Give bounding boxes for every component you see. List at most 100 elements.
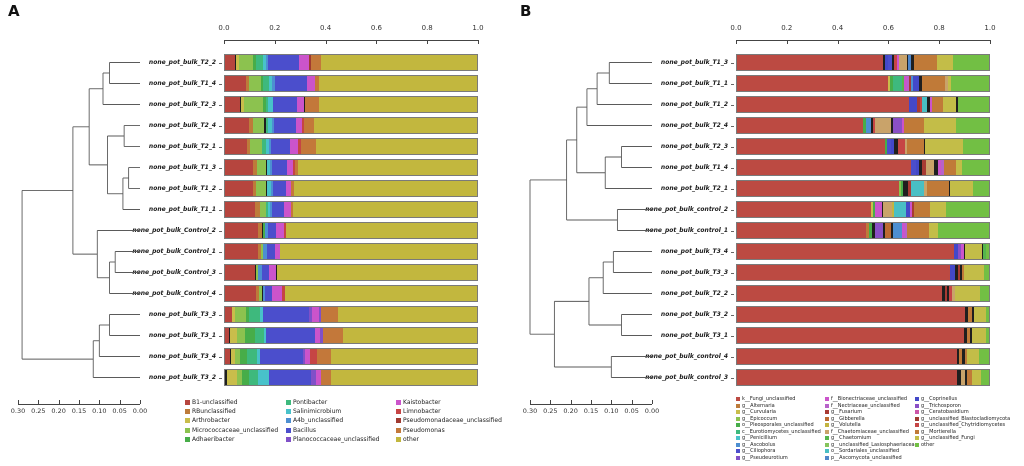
bar-segment-Bacillus (262, 307, 310, 322)
bar-segment-Pontibacter (262, 76, 270, 91)
stacked-bar (736, 222, 990, 239)
tree-axis-tick (18, 400, 19, 404)
legend-item: o__Pleosporales_unclassified (736, 422, 814, 429)
bar-segment-Micrococcaceae_unclassified (237, 328, 245, 343)
bar-segment-Bacillus (271, 202, 284, 217)
stacked-bar (736, 75, 990, 92)
bar-segment-g__Coprinellus (954, 244, 958, 259)
legend-item: g__unclassified_Chytridiomycetes (915, 422, 1005, 429)
stacked-bar (736, 243, 990, 260)
tree-axis-tick (99, 400, 101, 404)
legend-label: other (921, 441, 935, 448)
bar-segment-Salinimicrobium (268, 202, 271, 217)
bar-segment-Pseudomonas (320, 370, 332, 385)
bar-segment-other (294, 181, 477, 196)
bar-segment-Salinimicrobium (257, 370, 270, 385)
bar-segment-Pseudomonas (322, 328, 343, 343)
bar-segment-B1-unclassified (225, 97, 240, 112)
top-axis-tick (837, 40, 839, 44)
legend-swatch (825, 410, 829, 414)
top-axis-tick-label: 0.8 (933, 24, 945, 32)
bar-segment-g__Ciliophora (888, 55, 893, 70)
tree-axis-tick (611, 400, 613, 404)
legend-item: g__unclassified_Blastocladiomycota (915, 416, 1010, 423)
bar-segment-Pseudomonas (290, 202, 294, 217)
bar-segment-c__Eurotiomycetes_unclassified (893, 76, 902, 91)
legend-label: f__Chaetomiaceae_unclassified (831, 428, 909, 435)
bar-segment-Kaistobacter (289, 139, 299, 154)
bar-segment-g__unclassified_Fungi (955, 160, 962, 175)
row-tick (219, 62, 222, 64)
bar-segment-minor (923, 139, 926, 154)
bar-segment-minor (881, 202, 884, 217)
tree-axis-tick-label: 0.20 (51, 407, 66, 415)
legend-label: f__Nectriaceae_unclassified (831, 402, 900, 409)
legend-swatch (915, 397, 919, 401)
bar-segment-B1-unclassified (225, 307, 233, 322)
bar-segment-Limnobacter (309, 349, 318, 364)
bar-segment-Bacillus (269, 370, 311, 385)
bar-segment-minor (276, 265, 278, 280)
tree-axis-tick (58, 400, 60, 404)
bar-segment-g__Mortierella (903, 118, 925, 133)
legend-swatch (286, 436, 291, 442)
legend-item: g__Fusarium (825, 409, 862, 416)
bar-segment-other (986, 307, 989, 322)
legend-item: g__unclassified_Lasiosphaeriaceae (825, 442, 918, 449)
bar-segment-other (293, 202, 477, 217)
bar-segment-minor (919, 76, 922, 91)
tree-axis-tick (591, 400, 592, 404)
row-tick (219, 293, 222, 295)
bar-segment-minor (947, 286, 950, 301)
bar-segment-g__Coprinellus (906, 202, 910, 217)
bar-segment-k__Fungi_unclassified (737, 223, 866, 238)
legend-item: other (915, 442, 934, 449)
sample-label: none_pot_bulk_T2_2 (148, 58, 216, 66)
bar-segment-g__Chaetomium (983, 244, 986, 259)
stacked-bar (736, 285, 990, 302)
bar-segment-g__unclassified_Chytridiomycetes (897, 139, 905, 154)
bar-segment-Kaistobacter (287, 160, 293, 175)
bar-segment-Pseudomonas (301, 139, 317, 154)
bar-segment-k__Fungi_unclassified (737, 97, 910, 112)
legend-swatch (185, 418, 190, 424)
bar-segment-Micrococcaceae_unclassified (250, 139, 263, 154)
top-axis-tick-label: 0.8 (421, 24, 433, 32)
legend-label: Planococcaceae_unclassified (293, 435, 380, 443)
legend-label: Limnobacter (403, 408, 441, 416)
panel-a: A 0.0 0.2 0.4 0.6 0.8 1.0 none_pot_bulk_T2_2 no… (8, 2, 502, 443)
bar-segment-Salinimicrobium (267, 160, 271, 175)
legend-label: g__Epicoccum (742, 415, 778, 422)
row-tick (219, 377, 222, 379)
bar-segment-A4b_unclassified (271, 118, 274, 133)
sample-label: none_pot_bulk_T3_1 (148, 331, 216, 339)
bar-segment-other (318, 97, 477, 112)
legend-swatch (825, 416, 829, 421)
bar-segment-Micrococcaceae_unclassified (238, 55, 253, 70)
legend-swatch (736, 410, 740, 414)
bar-segment-Bacillus (262, 265, 270, 280)
bar-segment-Bacillus (265, 286, 273, 301)
bar-segment-g__unclassified_Fungi (964, 265, 984, 280)
bar-segment-Planococcaceae_unclassified (310, 370, 316, 385)
legend-label: Pseudomonadaceae_unclassified (403, 417, 502, 425)
bar-segment-Micrococcaceae_unclassified (249, 76, 261, 91)
sample-label: none_pot_bulk_Control_1 (132, 247, 216, 255)
bar-segment-minor (872, 223, 875, 238)
bar-segment-Kaistobacter (305, 349, 310, 364)
stacked-bar (736, 159, 990, 176)
bar-segment-Micrococcaceae_unclassified (243, 97, 263, 112)
tree-axis-tick-label: 0.30 (10, 407, 26, 415)
bar-segment-other (277, 265, 477, 280)
row-tick (219, 209, 222, 211)
bar-segment-minor (883, 223, 886, 238)
bar-segment-Pseudomonas (291, 181, 295, 196)
bar-segment-g__Mortierella (966, 328, 970, 343)
legend-label: g__Mortierella (921, 428, 956, 435)
bar-segment-RBunclassified (255, 286, 260, 301)
stacked-bar (224, 159, 478, 176)
top-axis-tick (888, 40, 890, 44)
bar-segment-RBunclassified (253, 181, 256, 196)
legend-swatch (396, 418, 401, 424)
bar-segment-B1-unclassified (225, 202, 256, 217)
